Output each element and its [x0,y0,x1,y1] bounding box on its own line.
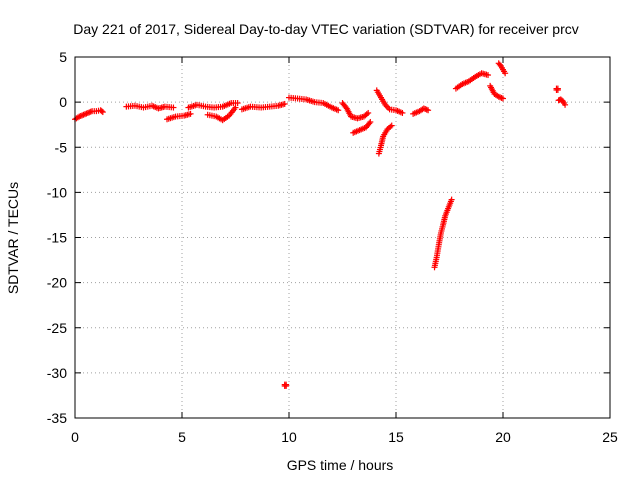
x-tick-label: 10 [281,429,297,445]
x-tick-label: 15 [388,429,404,445]
data-point [283,383,290,390]
data-point [335,107,342,114]
data-point [485,72,492,79]
data-point [232,104,239,111]
y-tick-label: -30 [47,365,67,381]
data-point [562,101,569,108]
data-point [423,106,430,113]
y-axis-ticks: 5 0 -5 -10 -15 -20 -25 -30 -35 [47,49,610,426]
data-point [99,109,106,116]
data-point [448,196,455,203]
data-point [502,70,509,77]
data-point [234,100,241,107]
data-point [187,110,194,117]
y-tick-label: -20 [47,275,67,291]
data-point [388,122,395,129]
data-point [399,109,406,116]
data-point [367,118,374,125]
x-tick-label: 0 [71,429,79,445]
data-point [98,108,105,115]
y-tick-label: -35 [47,410,67,426]
data-point [554,86,561,93]
y-tick-label: -25 [47,320,67,336]
data-point [496,61,503,68]
y-tick-label: -15 [47,230,67,246]
plot-frame [74,56,611,419]
data-point [500,95,506,102]
x-axis-label: GPS time / hours [287,457,394,473]
x-axis-ticks: 0 5 10 15 20 25 [71,57,618,445]
y-tick-label: 0 [59,94,67,110]
y-axis-label: SDTVAR / TECUs [5,182,21,294]
x-tick-label: 5 [178,429,186,445]
data-point [422,106,429,113]
data-point [281,100,288,107]
y-tick-label: -5 [55,139,68,155]
data-point [425,107,432,114]
data-point [365,109,372,116]
x-tick-label: 25 [602,429,618,445]
data-point [170,104,177,111]
y-tick-label: 5 [59,49,67,65]
grid [75,57,610,418]
data-point [366,120,373,127]
data-points [72,60,569,390]
x-tick-label: 20 [495,429,511,445]
chart-title: Day 221 of 2017, Sidereal Day-to-day VTE… [73,21,579,37]
y-tick-label: -10 [47,184,67,200]
